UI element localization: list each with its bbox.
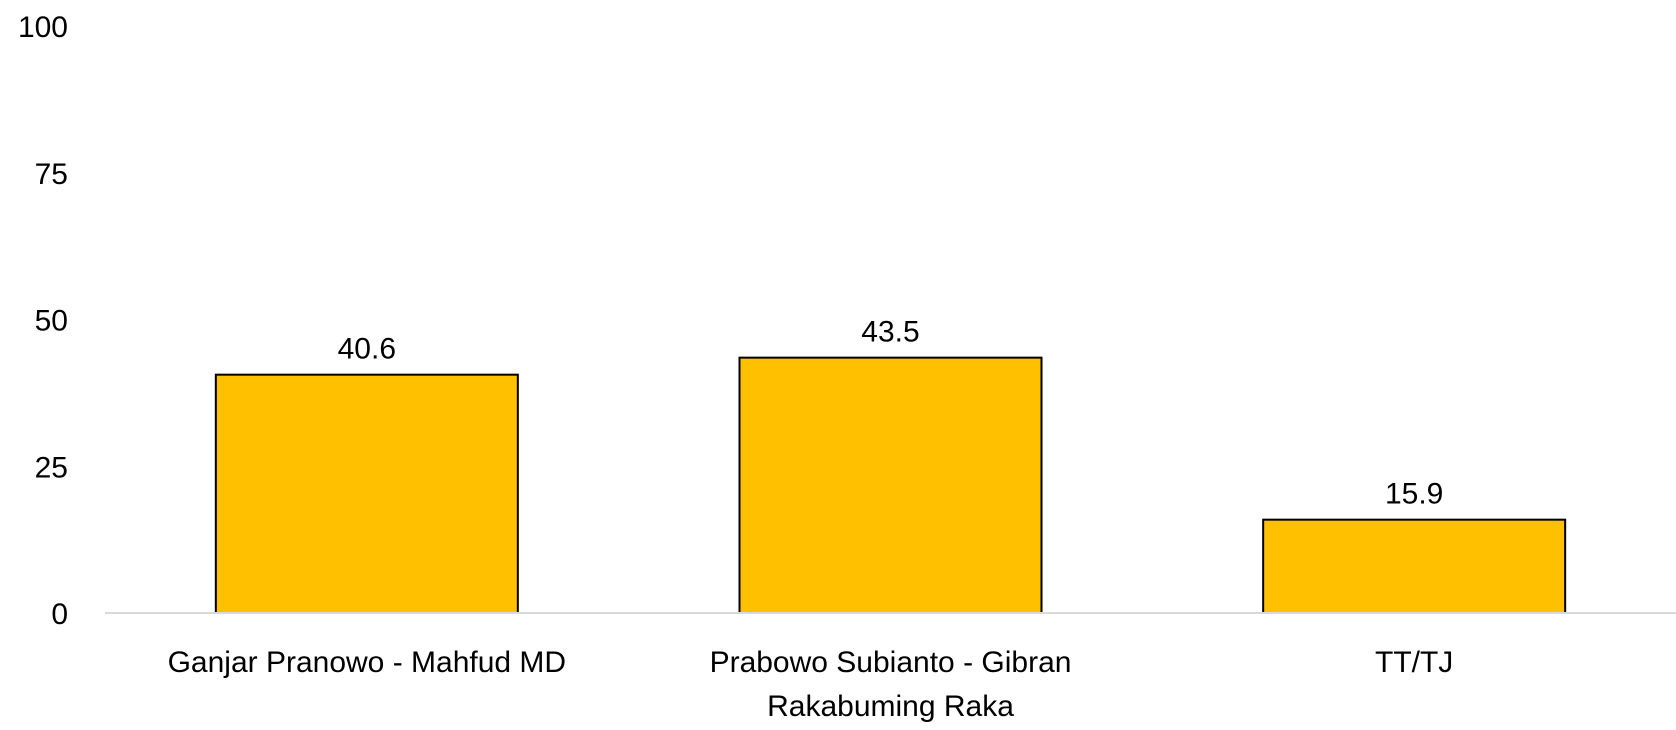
bar xyxy=(1262,518,1567,614)
x-category-label: Ganjar Pranowo - Mahfud MD xyxy=(168,646,567,679)
data-labels: 40.6 43.5 15.9 xyxy=(338,316,1444,511)
y-tick-label: 75 xyxy=(35,158,68,191)
x-axis-category-labels: Ganjar Pranowo - Mahfud MD Prabowo Subian… xyxy=(168,646,1454,723)
bar xyxy=(214,373,519,615)
x-category-label: Rakabuming Raka xyxy=(767,690,1014,723)
x-category-label: Prabowo Subianto - Gibran xyxy=(710,646,1072,679)
bar-value-label: 43.5 xyxy=(861,316,919,349)
y-tick-label: 100 xyxy=(18,11,68,44)
bar-value-label: 15.9 xyxy=(1385,478,1443,511)
bars xyxy=(214,356,1567,615)
bar-value-label: 40.6 xyxy=(338,333,396,366)
y-axis-ticks: 0 25 50 75 100 xyxy=(18,11,68,631)
y-tick-label: 25 xyxy=(35,451,68,484)
bar xyxy=(738,356,1043,614)
y-tick-label: 0 xyxy=(51,598,68,631)
x-category-label: TT/TJ xyxy=(1375,646,1453,679)
y-tick-label: 50 xyxy=(35,305,68,338)
